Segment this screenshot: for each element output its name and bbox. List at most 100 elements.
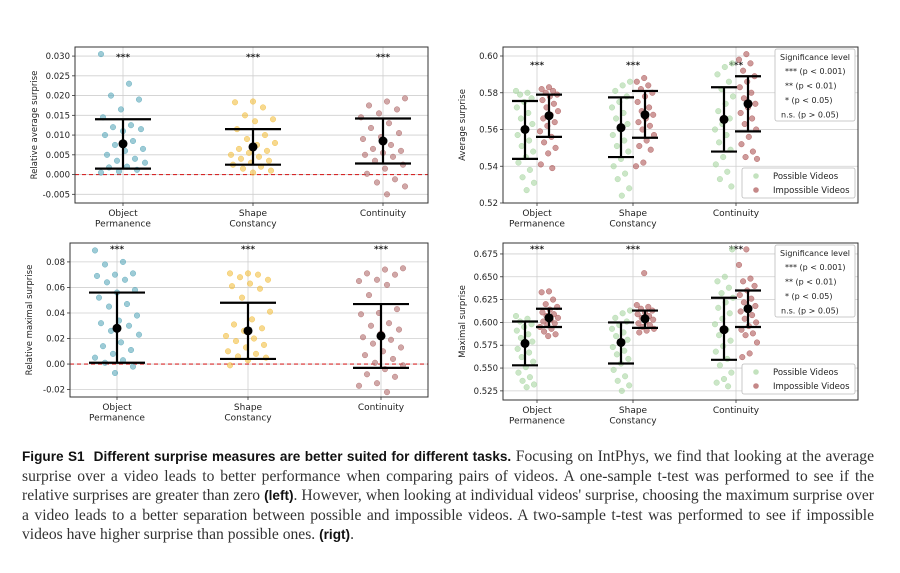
data-point xyxy=(125,322,133,329)
data-point xyxy=(101,132,109,139)
significance-stars: *** xyxy=(241,245,255,255)
data-point xyxy=(720,154,727,161)
data-point xyxy=(121,276,129,283)
data-point xyxy=(539,97,546,104)
data-point xyxy=(381,165,389,172)
data-point xyxy=(387,336,395,343)
data-point xyxy=(267,167,275,174)
data-point xyxy=(519,377,526,384)
data-point xyxy=(383,191,391,198)
data-group-impossible xyxy=(632,75,658,170)
data-point xyxy=(91,247,99,254)
y-tick-label: 0.06 xyxy=(46,283,65,293)
legend-item: * (p < 0.05) xyxy=(785,96,832,105)
caption-text-1: Focusing on IntPhys, we find that lookin… xyxy=(22,448,875,505)
data-point xyxy=(646,104,653,111)
data-point xyxy=(716,139,723,146)
data-point xyxy=(525,331,532,338)
data-point xyxy=(248,316,256,323)
data-point xyxy=(524,89,531,96)
data-group-continuity xyxy=(355,95,411,198)
y-tick-label: -0.005 xyxy=(43,190,70,200)
data-point xyxy=(365,102,373,109)
data-point xyxy=(245,149,253,156)
mean-marker xyxy=(112,323,122,333)
data-point xyxy=(519,174,526,181)
data-point xyxy=(236,274,244,281)
data-point xyxy=(125,80,133,87)
data-point xyxy=(714,71,721,78)
data-point xyxy=(373,380,381,387)
data-point xyxy=(109,350,117,357)
data-point xyxy=(395,326,403,333)
data-point xyxy=(237,155,245,162)
data-point xyxy=(721,63,728,71)
data-group-possible xyxy=(711,60,737,190)
data-point xyxy=(613,142,620,150)
data-point xyxy=(269,116,277,123)
data-point xyxy=(103,151,111,158)
data-point xyxy=(739,354,746,361)
data-point xyxy=(729,60,736,67)
data-point xyxy=(618,192,625,199)
data-point xyxy=(715,108,722,115)
data-point xyxy=(363,270,371,277)
caption-title: Different surprise measures are better s… xyxy=(93,449,512,464)
data-point xyxy=(650,111,657,118)
data-point xyxy=(246,280,254,287)
mean-marker xyxy=(640,110,650,120)
data-point xyxy=(401,95,409,102)
data-point xyxy=(389,355,397,362)
data-point xyxy=(103,279,111,286)
x-tick-label: Shape xyxy=(619,406,648,416)
data-point xyxy=(117,106,125,113)
data-point xyxy=(728,369,735,376)
data-point xyxy=(264,276,272,283)
data-point xyxy=(552,331,559,338)
data-group-object xyxy=(89,247,145,377)
data-point xyxy=(249,169,257,176)
data-point xyxy=(111,369,119,377)
data-point xyxy=(513,104,520,111)
data-point xyxy=(228,283,236,290)
data-point xyxy=(129,137,137,145)
data-point xyxy=(514,131,521,139)
data-point xyxy=(746,350,753,357)
data-group-impossible xyxy=(735,246,761,361)
data-point xyxy=(608,104,616,111)
data-point xyxy=(749,115,756,122)
data-point xyxy=(550,100,557,107)
data-point xyxy=(740,299,747,306)
data-point xyxy=(650,316,657,323)
data-point xyxy=(397,147,405,154)
data-point xyxy=(632,163,640,170)
x-tick-label: Shape xyxy=(619,209,648,219)
mean-marker xyxy=(640,314,650,324)
data-point xyxy=(232,338,240,345)
y-tick-label: 0.675 xyxy=(474,250,498,260)
data-point xyxy=(712,161,719,168)
data-point xyxy=(381,266,389,273)
mean-marker xyxy=(248,142,258,152)
data-point xyxy=(742,332,749,339)
data-point xyxy=(91,354,99,361)
data-point xyxy=(367,322,375,329)
legend-label: Possible Videos xyxy=(773,368,839,378)
significance-legend: Significance level *** (p < 0.001) ** (p <… xyxy=(774,48,856,122)
data-point xyxy=(647,146,654,153)
y-tick-label: 0.08 xyxy=(46,258,65,268)
mean-marker xyxy=(243,326,253,336)
data-group-shape xyxy=(225,98,281,176)
legend-title: Significance level xyxy=(780,249,850,258)
caption-right-ref: (rigt) xyxy=(319,527,351,543)
data-point xyxy=(753,339,761,346)
data-point xyxy=(636,142,643,150)
axes-frame xyxy=(502,46,859,204)
data-point xyxy=(263,147,271,154)
x-tick-label: Permanence xyxy=(509,417,565,427)
data-point xyxy=(614,377,621,384)
data-point xyxy=(610,163,617,170)
data-point xyxy=(97,169,105,176)
y-tick-label: 0.600 xyxy=(474,318,498,328)
data-point xyxy=(249,98,257,105)
